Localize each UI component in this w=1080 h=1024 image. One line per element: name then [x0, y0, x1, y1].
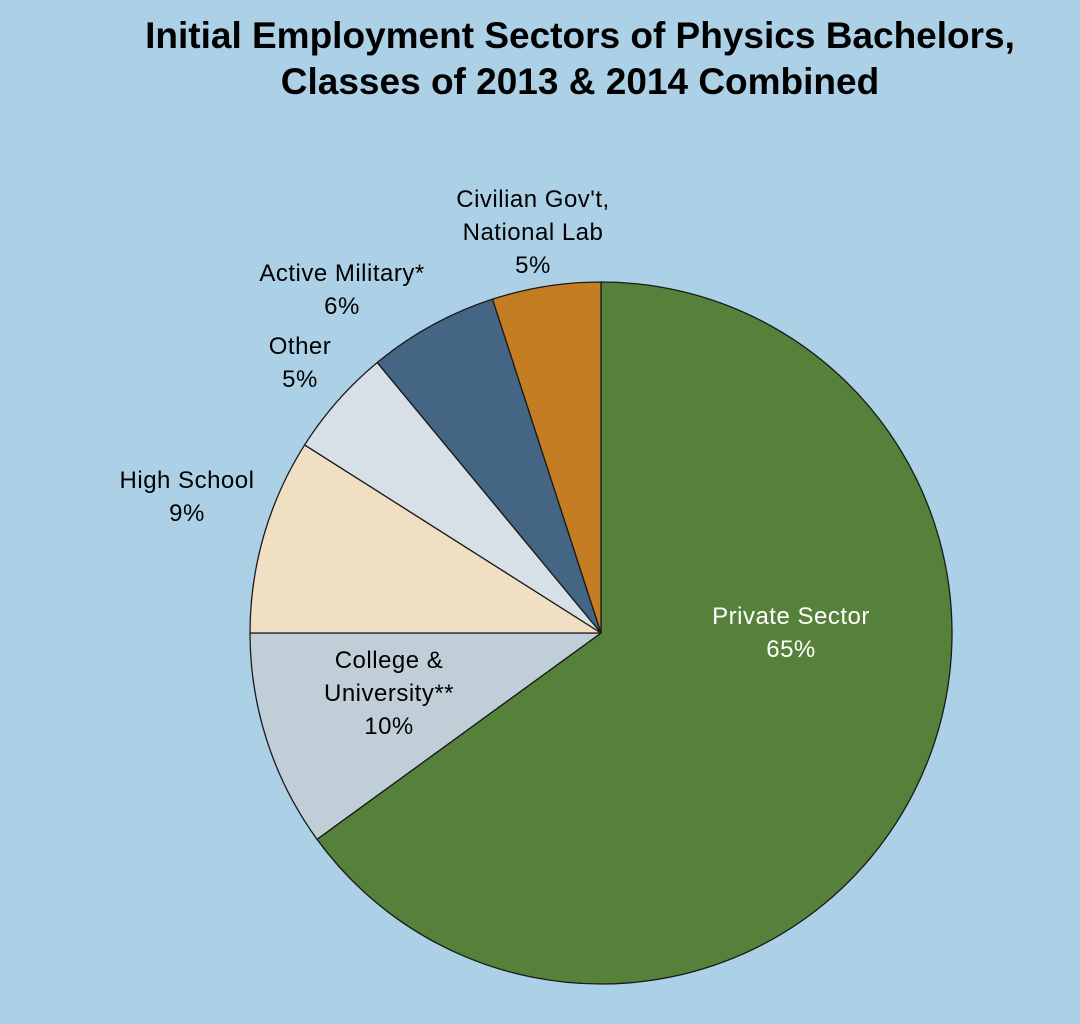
slice-label-college-university: College & University** 10% — [324, 647, 454, 740]
pie-slice-high-school — [249, 444, 602, 634]
pie-slice-private-sector — [316, 281, 953, 985]
pie-slice-civilian-gov-t-national-lab — [491, 281, 602, 634]
pie-slice-college-university — [249, 632, 602, 840]
slice-label-high-school: High School 9% — [120, 467, 255, 527]
chart-title-line-2: Classes of 2013 & 2014 Combined — [280, 61, 880, 102]
slice-label-other: Other 5% — [269, 333, 332, 393]
pie-labels: Private Sector 65% College & University** 10… — [120, 186, 870, 740]
slice-label-active-military: Active Military* 6% — [259, 260, 424, 320]
chart-title-line-1: Initial Employment Sectors of Physics Ba… — [145, 15, 1015, 56]
slice-label-private-sector: Private Sector 65% — [712, 603, 870, 663]
pie-slices — [249, 281, 953, 985]
pie-slice-active-military — [376, 298, 602, 634]
slice-label-civilian-gov-t-national-lab: Civilian Gov't, National Lab 5% — [456, 186, 609, 279]
